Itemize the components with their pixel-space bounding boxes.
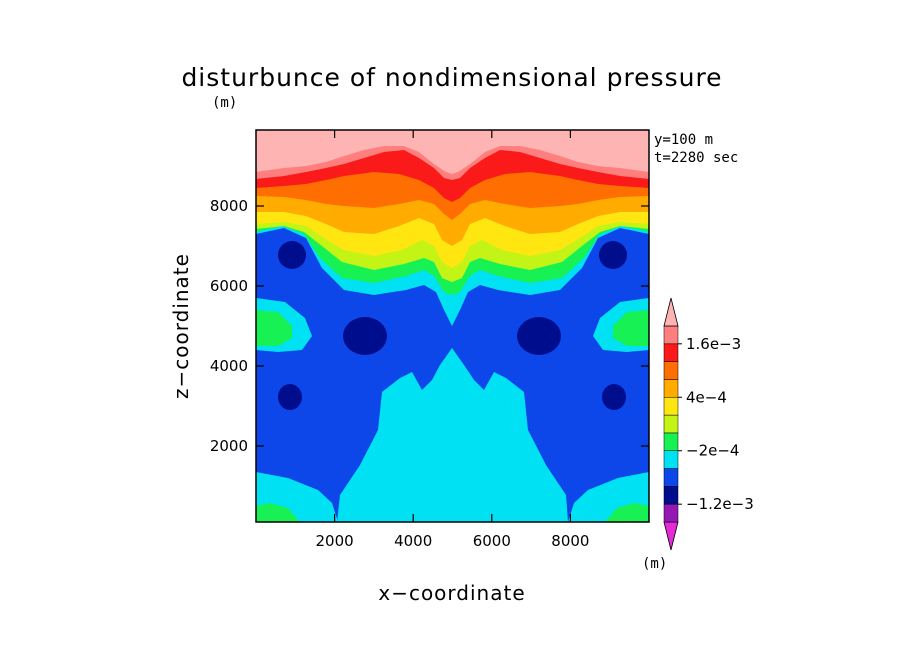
- colorbar-box: [663, 468, 679, 487]
- z-unit-label: (m): [212, 95, 237, 111]
- contour-navy-mid-left: [343, 317, 387, 355]
- y-axis-label: z−coordinate: [169, 253, 193, 399]
- contour-lightblue-notch: [444, 294, 460, 324]
- chart-title: disturbunce of nondimensional pressure: [181, 63, 722, 92]
- plot-frame: [255, 129, 650, 523]
- contour-pink-top: [256, 130, 649, 174]
- colorbar-box: [663, 397, 679, 416]
- colorbar-box: [663, 361, 679, 380]
- annotation-y: y=100 m: [654, 132, 713, 148]
- contour-green-left: [256, 310, 292, 346]
- y-tick-label: 4000: [210, 357, 248, 375]
- x-tick-label: 6000: [473, 532, 511, 550]
- contour-navy-lower-right: [602, 384, 626, 410]
- x-tick-label: 4000: [394, 532, 432, 550]
- colorbar-box: [663, 432, 679, 451]
- colorbar-label: −1.2e−3: [686, 495, 754, 513]
- colorbar-box: [663, 414, 679, 434]
- annotation-t: t=2280 sec: [654, 150, 738, 166]
- plot-area: [256, 130, 649, 522]
- colorbar-arrow-min: [663, 521, 679, 551]
- x-tick-label: 8000: [551, 532, 589, 550]
- contour-lightblue-center: [337, 348, 568, 522]
- contour-green-bottom-right: [605, 503, 649, 522]
- contour-navy-upper-left: [278, 241, 306, 269]
- colorbar-box: [663, 379, 679, 398]
- colorbar-unit-label: (m): [642, 556, 667, 572]
- colorbar-label: 1.6e−3: [686, 335, 741, 353]
- axis-ticks: 2000 4000 6000 8000 2000 4000 6000 8000: [210, 130, 649, 550]
- x-axis-label: x−coordinate: [378, 581, 525, 605]
- x-tick-label: 2000: [316, 532, 354, 550]
- contour-navy-upper-right: [599, 241, 627, 269]
- colorbar-box: [663, 343, 679, 362]
- colorbar-box: [663, 450, 679, 469]
- y-tick-label: 8000: [210, 197, 248, 215]
- colorbar: 1.6e−3 4e−4 −2e−4 −1.2e−3: [663, 297, 754, 551]
- contour-navy-mid-right: [517, 317, 561, 355]
- contour-navy-lower-left: [278, 384, 302, 410]
- colorbar-box: [663, 325, 679, 345]
- contour-green-right: [613, 310, 649, 346]
- colorbar-box: [663, 486, 679, 505]
- colorbar-label: −2e−4: [686, 442, 739, 460]
- y-tick-label: 2000: [210, 437, 248, 455]
- contour-green-bottom-left: [256, 503, 300, 522]
- colorbar-box: [663, 503, 679, 523]
- colorbar-arrow-max: [663, 297, 679, 327]
- colorbar-label: 4e−4: [686, 388, 727, 406]
- y-tick-label: 6000: [210, 277, 248, 295]
